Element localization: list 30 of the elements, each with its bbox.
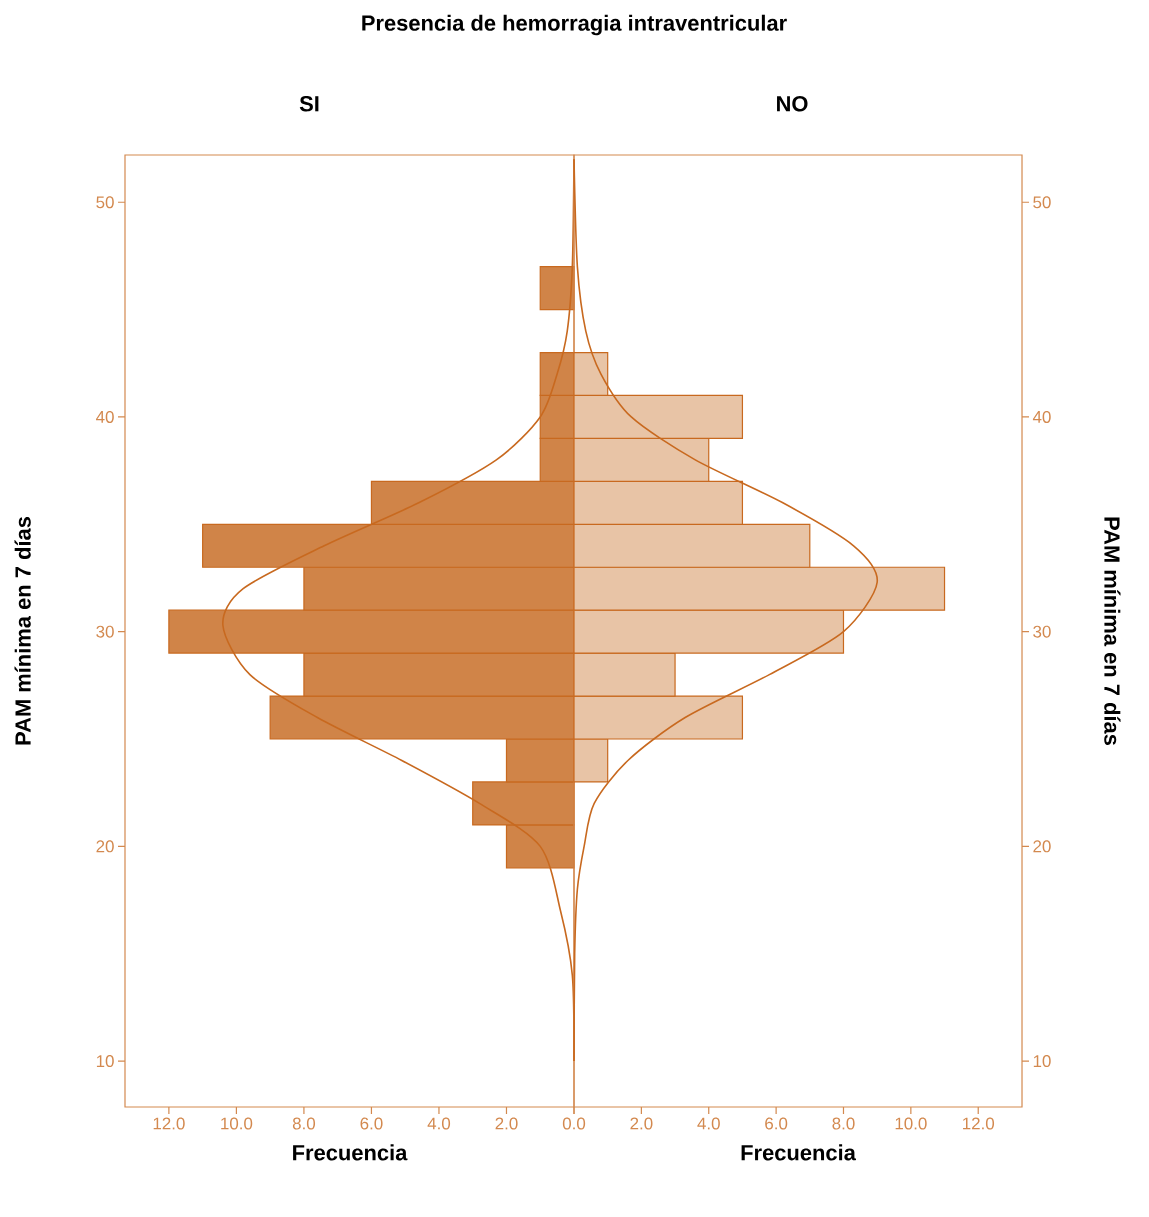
y-tick-label: 50 [1033, 196, 1051, 209]
y-axis-title: PAM mínima en 7 días [1104, 517, 1121, 746]
x-tick-label: 0.0 [562, 1117, 586, 1130]
x-tick-label: 2.0 [630, 1117, 653, 1130]
x-tick-label: 12.0 [963, 1117, 995, 1130]
x-tick-label: 4.0 [697, 1117, 720, 1130]
y-tick-label: 10 [96, 1055, 114, 1068]
chart-subtitle: SI [299, 95, 319, 112]
x-tick-label: 8.0 [292, 1117, 316, 1130]
x-tick-label: 2.0 [495, 1117, 518, 1130]
y-tick-label: 40 [96, 410, 114, 423]
x-tick-label: 10.0 [221, 1117, 253, 1130]
x-tick-label: 6.0 [765, 1117, 788, 1130]
y-tick-label: 40 [1032, 410, 1051, 423]
x-axis-title: Frecuencia [293, 1144, 408, 1161]
x-axis-title: Frecuencia [741, 1144, 857, 1161]
x-tick-label: 8.0 [832, 1117, 855, 1130]
y-tick-label: 30 [1033, 625, 1051, 638]
y-tick-label: 10 [1033, 1055, 1051, 1068]
chart-title: Presencia de hemorragia intraventricular [362, 14, 787, 36]
x-tick-label: 10.0 [895, 1117, 927, 1130]
x-tick-label: 4.0 [427, 1117, 451, 1130]
chart-subtitle: NO [777, 95, 808, 112]
y-tick-label: 20 [96, 840, 114, 853]
y-tick-label: 20 [1033, 840, 1051, 853]
y-axis-title: PAM mínima en 7 días [14, 517, 31, 745]
x-tick-label: 6.0 [360, 1117, 383, 1130]
x-tick-label: 12.0 [153, 1117, 185, 1130]
y-tick-label: 50 [96, 196, 114, 209]
y-tick-label: 30 [96, 625, 114, 638]
